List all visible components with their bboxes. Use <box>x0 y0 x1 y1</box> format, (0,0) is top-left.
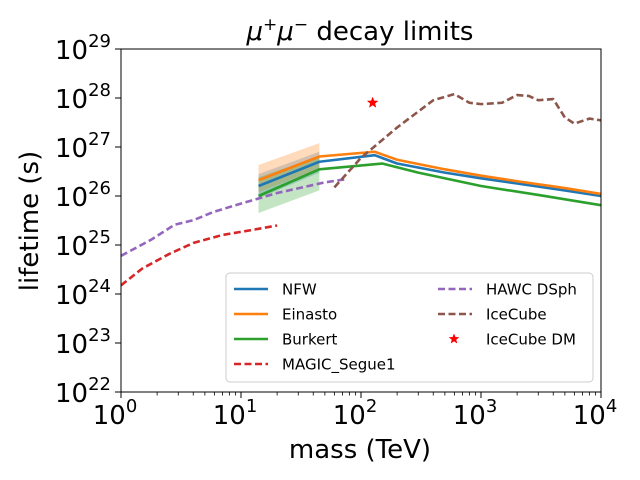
plot-content <box>121 92 601 287</box>
x-tick-base: 10 <box>333 401 366 431</box>
legend-label-hawc-dsph: HAWC DSph <box>486 281 577 299</box>
x-tick-base: 10 <box>573 401 606 431</box>
y-tick-exponent: 26 <box>88 178 111 199</box>
x-tick-exponent: 1 <box>246 396 257 417</box>
y-tick-label: 1024 <box>55 276 111 311</box>
x-tick-label: 102 <box>333 396 378 431</box>
legend-label-einasto: Einasto <box>282 306 337 324</box>
legend-label-burkert: Burkert <box>282 331 338 349</box>
legend: NFW Einasto Burkert MAGIC_Segue1 HAWC DSph Ic… <box>225 272 594 383</box>
legend-label-magic-segue1: MAGIC_Segue1 <box>282 356 396 375</box>
x-axis-label: mass (TeV) <box>289 435 431 465</box>
y-axis-label: lifetime (s) <box>15 151 45 291</box>
y-tick-exponent: 23 <box>88 325 111 346</box>
band-burkert <box>258 156 320 213</box>
y-tick-base: 10 <box>55 183 88 213</box>
x-tick-label: 104 <box>573 396 618 431</box>
legend-label-icecube: IceCube <box>486 306 547 324</box>
x-tick-exponent: 0 <box>126 396 137 417</box>
y-tick-label: 1025 <box>55 227 111 262</box>
title-plus: + <box>263 15 277 35</box>
title-rest: decay limits <box>308 17 473 47</box>
y-tick-label: 1026 <box>55 178 111 213</box>
title-mu-2: μ <box>276 17 294 47</box>
y-tick-exponent: 25 <box>88 227 111 248</box>
axis-ticks: 100 101 102 103 1041022102310241025102610271… <box>55 31 617 431</box>
y-tick-base: 10 <box>55 134 88 164</box>
x-tick-exponent: 2 <box>366 396 377 417</box>
y-tick-label: 1027 <box>55 129 111 164</box>
series-line-nfw <box>258 153 601 198</box>
x-tick-base: 10 <box>93 401 126 431</box>
y-tick-label: 1022 <box>55 374 111 409</box>
chart-title: μ+μ− decay limits <box>246 15 474 47</box>
y-tick-base: 10 <box>55 330 88 360</box>
y-tick-label: 1028 <box>55 80 111 115</box>
title-mu-1: μ <box>246 17 264 47</box>
y-tick-exponent: 29 <box>88 31 111 52</box>
y-tick-base: 10 <box>55 232 88 262</box>
legend-box <box>225 272 594 383</box>
x-tick-exponent: 3 <box>486 396 497 417</box>
x-tick-exponent: 4 <box>606 396 617 417</box>
legend-marker-icecube-dm <box>448 333 460 344</box>
y-tick-exponent: 22 <box>88 374 111 395</box>
y-tick-exponent: 27 <box>88 129 111 150</box>
y-tick-base: 10 <box>55 281 88 311</box>
series-line-hawc-dsph <box>121 177 347 258</box>
legend-label-icecube-dm: IceCube DM <box>486 331 576 349</box>
y-tick-label: 1029 <box>55 31 111 66</box>
x-tick-label: 103 <box>453 396 498 431</box>
y-tick-exponent: 24 <box>88 276 111 297</box>
series-line-burkert <box>258 162 601 207</box>
y-tick-base: 10 <box>55 36 88 66</box>
y-tick-base: 10 <box>55 379 88 409</box>
x-tick-base: 10 <box>213 401 246 431</box>
series-line-magic-segue1 <box>121 224 278 287</box>
y-tick-label: 1023 <box>55 325 111 360</box>
series-line-icecube <box>333 92 601 189</box>
x-tick-label: 100 <box>93 396 138 431</box>
y-tick-base: 10 <box>55 85 88 115</box>
series-line-einasto <box>258 150 601 196</box>
legend-label-nfw: NFW <box>282 281 317 299</box>
y-tick-exponent: 28 <box>88 80 111 101</box>
x-tick-base: 10 <box>453 401 486 431</box>
x-tick-label: 101 <box>213 396 258 431</box>
title-minus: − <box>294 15 308 35</box>
point-icecube-dm <box>366 96 379 108</box>
